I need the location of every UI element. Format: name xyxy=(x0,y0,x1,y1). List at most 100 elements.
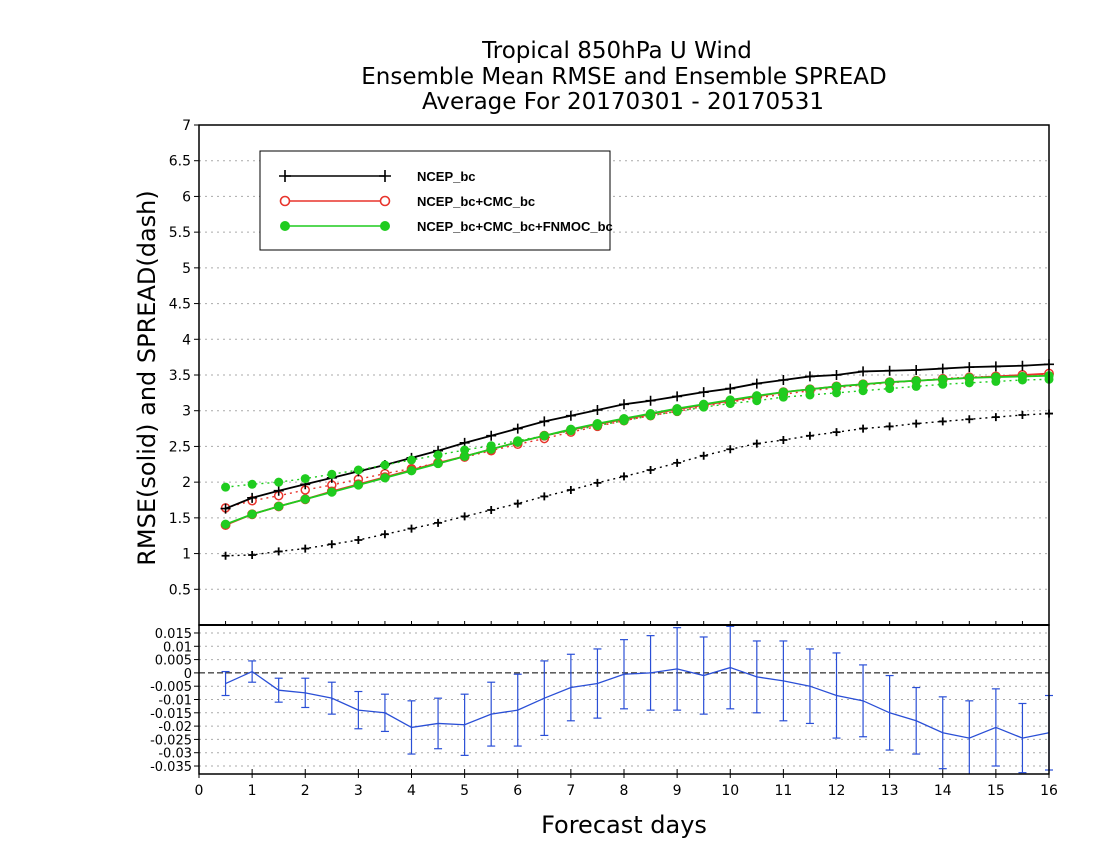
y-tick-label: 5 xyxy=(182,261,191,277)
legend-item-ncep-cmc: NCEP_bc+CMC_bc xyxy=(279,194,535,209)
rmse-point xyxy=(884,365,895,376)
y-tick-label: -0.035 xyxy=(150,760,192,775)
rmse-point xyxy=(539,416,550,427)
rmse-point xyxy=(991,372,1001,382)
spread-point xyxy=(965,415,974,424)
y-tick-label: 2 xyxy=(182,475,191,491)
x-tick-label: 14 xyxy=(934,783,952,799)
rmse-point xyxy=(1017,371,1028,382)
y-tick-label: 0 xyxy=(184,667,192,682)
y-tick-label: 1.5 xyxy=(169,511,191,527)
rmse-point xyxy=(273,485,284,496)
x-tick-label: 2 xyxy=(301,783,310,799)
x-tick-label: 10 xyxy=(721,783,739,799)
spread-point xyxy=(327,469,337,479)
rmse-point xyxy=(805,384,815,394)
rmse-point xyxy=(486,444,496,454)
x-tick-label: 15 xyxy=(987,783,1005,799)
rmse-point xyxy=(380,473,390,483)
y-tick-label: 3.5 xyxy=(169,368,191,384)
rmse-point xyxy=(274,501,284,512)
y-tick-label: -0.03 xyxy=(158,747,192,762)
x-tick-label: 11 xyxy=(774,783,792,799)
rmse-point xyxy=(592,418,603,429)
legend-open-circle-marker xyxy=(379,195,391,207)
x-tick-label: 4 xyxy=(407,783,416,799)
difference-line xyxy=(225,666,1050,739)
spread-point xyxy=(221,482,231,492)
rmse-point xyxy=(831,381,842,392)
y-tick-label: 7 xyxy=(182,118,191,134)
x-tick-label: 6 xyxy=(513,783,522,799)
y-tick-label: 4 xyxy=(182,332,191,348)
rmse-point xyxy=(592,405,603,415)
rmse-point xyxy=(964,362,975,373)
rmse-point xyxy=(858,379,868,389)
rmse-point xyxy=(938,374,948,384)
rmse-point xyxy=(220,503,231,514)
spread-point xyxy=(221,551,230,560)
rmse-point xyxy=(512,423,523,434)
spread-point xyxy=(433,450,443,460)
spread-point xyxy=(620,472,628,481)
spread-point xyxy=(460,445,470,455)
rmse-point xyxy=(990,361,1001,372)
spread-point xyxy=(327,540,336,549)
rmse-point xyxy=(433,458,443,469)
spread-point xyxy=(566,486,575,494)
legend-open-circle-marker xyxy=(279,195,291,207)
rmse-point xyxy=(698,387,709,398)
legend-label-ncep: NCEP_bc xyxy=(417,169,476,184)
spread-point xyxy=(460,512,469,521)
spread-point xyxy=(832,388,841,398)
y-tick-label: -0.01 xyxy=(158,694,192,709)
spread-line xyxy=(225,412,1050,557)
y-tick-label: 3 xyxy=(182,404,191,420)
rmse-point xyxy=(964,373,974,383)
legend: NCEP_bc NCEP_bc+CMC_bc NCEP_bc+CMC_bc+FN… xyxy=(259,150,613,251)
spread-point xyxy=(726,445,735,454)
x-tick-label: 8 xyxy=(620,783,629,799)
y-tick-label: 1 xyxy=(182,547,191,563)
rmse-point xyxy=(566,424,576,434)
spread-point xyxy=(673,458,682,467)
rmse-point xyxy=(300,494,310,504)
rmse-point xyxy=(645,395,656,406)
rmse-point xyxy=(565,410,576,421)
y-tick-label: 5.5 xyxy=(169,225,191,241)
rmse-point xyxy=(672,403,682,414)
legend-item-ncep: NCEP_bc xyxy=(279,169,476,184)
rmse-point xyxy=(327,487,337,497)
rmse-point xyxy=(725,395,735,405)
spread-point xyxy=(885,384,895,394)
x-tick-label: 1 xyxy=(248,783,257,799)
rmse-point xyxy=(937,363,948,374)
spread-point xyxy=(859,424,868,433)
rmse-point xyxy=(804,371,815,382)
spread-point xyxy=(274,477,284,487)
legend-plus-marker xyxy=(279,170,391,182)
spread-point xyxy=(300,474,310,484)
x-tick-label: 3 xyxy=(354,783,363,799)
y-tick-label: -0.025 xyxy=(150,733,192,748)
spread-point xyxy=(912,419,921,428)
legend-item-ncep-cmc-fnmoc: NCEP_bc+CMC_bc+FNMOC_bc xyxy=(280,219,613,234)
series-group xyxy=(220,371,1054,529)
spread-point xyxy=(991,413,1000,422)
rmse-point xyxy=(751,378,762,389)
rmse-point xyxy=(486,430,497,441)
spread-point xyxy=(407,455,416,465)
y-tick-label: 0.01 xyxy=(163,640,192,655)
spread-point xyxy=(779,436,788,444)
rmse-point xyxy=(778,387,788,397)
y-tick-label: -0.005 xyxy=(150,680,192,695)
y-tick-label: 4.5 xyxy=(169,297,191,313)
spread-point xyxy=(434,518,443,527)
y-tick-label: 0.5 xyxy=(169,582,191,598)
spread-point xyxy=(885,422,894,431)
x-tick-label: 0 xyxy=(195,783,204,799)
title-line-3: Average For 20170301 - 20170531 xyxy=(422,89,824,115)
x-tick-label: 7 xyxy=(566,783,575,799)
y-tick-label: -0.02 xyxy=(158,720,192,735)
